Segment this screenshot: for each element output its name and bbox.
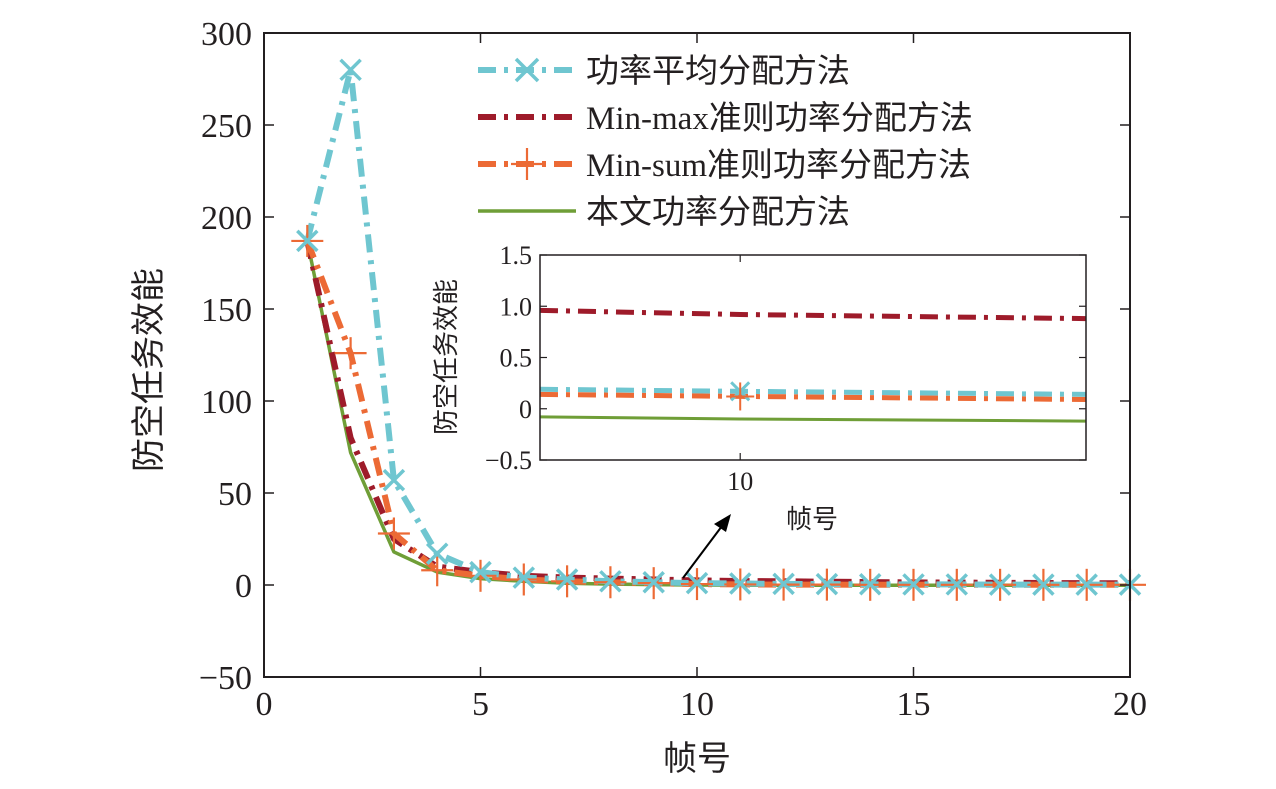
marker-equal — [988, 573, 1012, 596]
legend-marker-equal — [514, 57, 540, 83]
inset-y-tick-label: 0.5 — [500, 344, 533, 373]
inset-x-axis-title: 帧号 — [786, 505, 838, 534]
marker-minsum — [464, 559, 497, 592]
x-tick-label: 5 — [472, 686, 489, 723]
legend-label-proposed: 本文功率分配方法 — [586, 194, 850, 231]
inset-y-axis-title: 防空任务效能 — [432, 279, 461, 435]
legend-marker-minsum — [511, 148, 543, 180]
legend-label-equal: 功率平均分配方法 — [586, 53, 850, 90]
inset-y-tick-label: 1.0 — [500, 292, 533, 321]
series-line-equal — [304, 66, 1130, 588]
marker-equal — [902, 573, 925, 596]
marker-equal — [469, 560, 492, 584]
marker-equal — [642, 571, 665, 594]
x-tick-label: 15 — [897, 686, 931, 723]
y-tick-label: 150 — [201, 292, 252, 329]
y-tick-label: 250 — [201, 108, 252, 145]
legend-item-equal: 功率平均分配方法 — [478, 53, 850, 90]
marker-equal — [599, 570, 622, 593]
inset-x-tick-label: 10 — [727, 467, 753, 496]
y-tick-label: 0 — [235, 568, 252, 605]
legend: 功率平均分配方法 Min-max准则功率分配方法 Min-sum准则功率分配方法本文… — [478, 53, 973, 231]
marker-equal — [729, 572, 752, 595]
marker-equal — [425, 542, 449, 565]
y-tick-label: −50 — [199, 660, 252, 697]
zoom-arrow-shaft — [682, 525, 723, 579]
legend-label-minsum: Min-sum准则功率分配方法 — [586, 147, 971, 184]
main-series-group — [291, 58, 1146, 601]
marker-equal — [772, 572, 795, 596]
inset-y-tick-label: −0.5 — [485, 446, 532, 475]
y-tick-label: 100 — [201, 384, 252, 421]
inset-y-tick-label: 1.5 — [500, 241, 533, 270]
y-tick-label: 200 — [201, 200, 252, 237]
y-tick-label: 50 — [218, 476, 252, 513]
y-axis-title: 防空任务效能 — [130, 268, 168, 472]
x-tick-label: 0 — [256, 686, 273, 723]
marker-equal — [382, 468, 406, 492]
marker-equal — [815, 572, 839, 596]
x-tick-label: 10 — [680, 686, 714, 723]
marker-equal — [339, 58, 362, 82]
inset-marker-minsum — [726, 382, 755, 411]
zoom-arrow-head — [714, 514, 731, 532]
legend-item-proposed: 本文功率分配方法 — [478, 194, 850, 231]
marker-minsum — [377, 517, 410, 550]
y-tick-label: 300 — [201, 16, 252, 53]
marker-equal — [1032, 573, 1055, 596]
marker-equal — [512, 566, 536, 589]
marker-equal — [296, 229, 319, 253]
inset-background — [540, 255, 1086, 460]
x-tick-label: 20 — [1113, 686, 1147, 723]
marker-minsum — [334, 337, 367, 370]
marker-equal — [555, 568, 579, 591]
inset-series-group — [539, 307, 1087, 423]
inset-y-tick-label: 0 — [519, 395, 532, 424]
inset-series-line-minmax — [539, 307, 1087, 322]
zoom-arrow — [682, 514, 731, 579]
x-axis-title: 帧号 — [663, 740, 731, 778]
marker-equal — [685, 571, 709, 595]
legend-label-minmax: Min-max准则功率分配方法 — [586, 100, 973, 137]
legend-item-minsum: Min-sum准则功率分配方法 — [478, 147, 971, 184]
marker-equal — [945, 573, 969, 596]
inset-series-line-proposed — [539, 415, 1087, 423]
marker-equal — [1075, 573, 1098, 596]
marker-minsum — [421, 554, 454, 587]
marker-equal — [858, 573, 882, 596]
legend-item-minmax: Min-max准则功率分配方法 — [478, 100, 973, 137]
inset-axis-ticks: 10 −0.5 0 0.5 1.0 1.5 — [485, 241, 1086, 496]
inset-chart: 10 −0.5 0 0.5 1.0 1.5 帧号 防空任务效能 — [432, 241, 1087, 534]
